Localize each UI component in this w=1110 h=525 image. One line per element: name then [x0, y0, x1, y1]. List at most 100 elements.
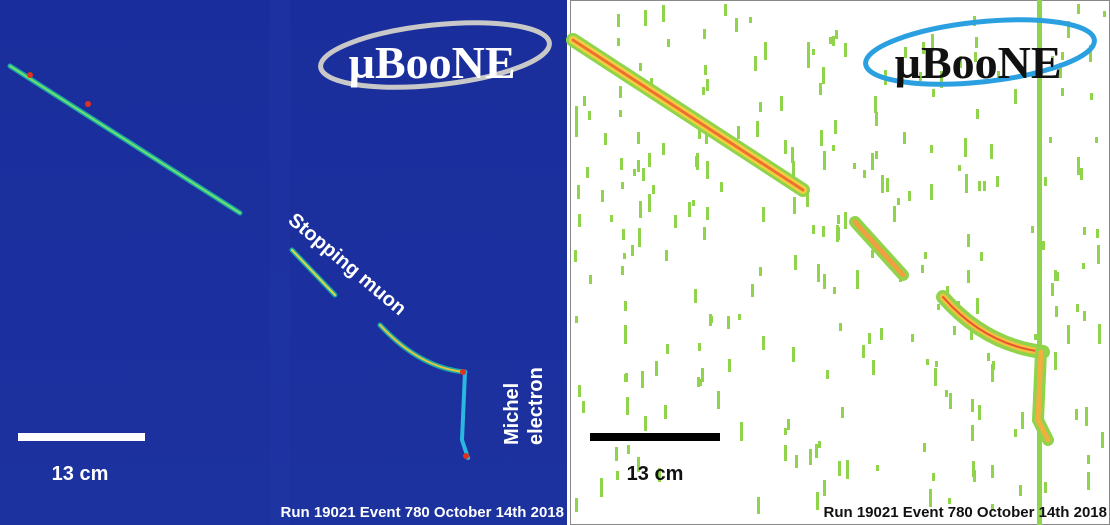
- noise-hit: [1067, 21, 1070, 38]
- noise-hit: [1089, 45, 1092, 62]
- noise-hit: [644, 10, 647, 26]
- noise-hit: [863, 170, 866, 178]
- noise-hit: [822, 67, 825, 84]
- noise-hit: [695, 156, 698, 167]
- noise-hit: [1021, 412, 1024, 429]
- noise-hit: [784, 140, 787, 154]
- noise-hit: [967, 270, 970, 283]
- noise-hit: [856, 270, 859, 289]
- noise-hit: [911, 334, 914, 342]
- noise-hit: [924, 252, 927, 259]
- noise-hit: [872, 360, 875, 375]
- noise-hit: [1055, 306, 1058, 317]
- noise-hit: [875, 151, 878, 159]
- noise-hit: [1014, 94, 1017, 104]
- noise-hit: [980, 252, 983, 261]
- footer: Run 19021 Event 780 October 14th 2018: [824, 504, 1107, 521]
- noise-hit: [702, 87, 705, 95]
- noise-hit: [575, 118, 578, 137]
- noise-hit: [728, 359, 731, 372]
- noise-hit: [624, 301, 627, 311]
- noise-hit: [619, 86, 622, 98]
- noise-hit: [688, 202, 691, 217]
- noise-hit: [667, 39, 670, 47]
- noise-hit: [637, 160, 640, 172]
- noise-hit: [818, 441, 821, 448]
- noise-hit: [932, 89, 935, 97]
- noise-hit: [823, 480, 826, 496]
- right-panel: µBooNE 13 cm Run 19021 Event 780 October…: [566, 0, 1110, 525]
- noise-hit: [625, 373, 628, 382]
- noise-hit: [1049, 137, 1052, 143]
- noise-hit: [704, 65, 707, 75]
- noise-hit: [837, 227, 840, 240]
- noise-hit: [823, 274, 826, 289]
- noise-hit: [893, 206, 896, 222]
- noise-hit: [780, 96, 783, 111]
- noise-hit: [990, 144, 993, 159]
- noise-hit: [727, 316, 730, 329]
- noise-hit: [794, 255, 797, 270]
- noise-hit: [751, 284, 754, 297]
- noise-hit: [974, 52, 977, 62]
- noise-hit: [1034, 334, 1037, 340]
- noise-hit: [1014, 89, 1017, 95]
- noise-hit: [832, 36, 835, 46]
- noise-hit: [897, 198, 900, 205]
- noise-hit: [816, 492, 819, 510]
- noise-hit: [620, 158, 623, 170]
- noise-hit: [589, 275, 592, 284]
- scale-label: 13 cm: [52, 463, 109, 485]
- noise-hit: [829, 37, 832, 44]
- noise-hit: [1059, 63, 1062, 78]
- noise-hit: [970, 327, 973, 340]
- noise-hit: [697, 377, 700, 387]
- noise-hit: [871, 250, 874, 258]
- noise-hit: [637, 132, 640, 144]
- noise-hit: [583, 96, 586, 106]
- noise-hit: [623, 253, 626, 259]
- noise-hit: [922, 42, 925, 54]
- noise-hit: [991, 504, 994, 511]
- noise-hit: [644, 416, 647, 431]
- noise-hit: [806, 194, 809, 207]
- noise-hit: [1083, 311, 1086, 321]
- noise-hit: [930, 145, 933, 153]
- noise-hit: [616, 471, 619, 480]
- noise-hit: [1083, 227, 1086, 235]
- noise-hit: [838, 461, 841, 476]
- noise-hit: [978, 181, 981, 191]
- noise-hit: [586, 167, 589, 178]
- noise-hit: [886, 178, 889, 192]
- noise-hit: [991, 364, 994, 382]
- noise-hit: [822, 226, 825, 237]
- noise-hit: [626, 397, 629, 415]
- noise-hit: [1101, 432, 1104, 448]
- noise-hit: [664, 405, 667, 419]
- noise-hit: [662, 143, 665, 155]
- noise-hit: [756, 121, 759, 137]
- noise-hit: [588, 111, 591, 120]
- noise-hit: [762, 336, 765, 350]
- noise-hit: [1031, 226, 1034, 233]
- noise-hit: [819, 83, 822, 95]
- noise-hit: [617, 14, 620, 27]
- noise-hit: [652, 185, 655, 194]
- noise-hit: [1077, 4, 1080, 14]
- noise-hit: [1054, 352, 1057, 370]
- noise-hit: [604, 133, 607, 145]
- noise-hit: [1044, 177, 1047, 186]
- noise-hit: [639, 63, 642, 71]
- noise-hit: [619, 110, 622, 117]
- noise-hit: [764, 42, 767, 60]
- noise-hit: [976, 109, 979, 119]
- noise-hit: [1095, 137, 1098, 143]
- noise-hit: [983, 181, 986, 191]
- noise-hit: [823, 151, 826, 170]
- noise-hit: [934, 368, 937, 386]
- scale-bar: [590, 433, 720, 441]
- noise-hit: [735, 18, 738, 32]
- noise-hit: [1087, 472, 1090, 490]
- noise-hit: [923, 443, 926, 452]
- noise-hit: [871, 153, 874, 170]
